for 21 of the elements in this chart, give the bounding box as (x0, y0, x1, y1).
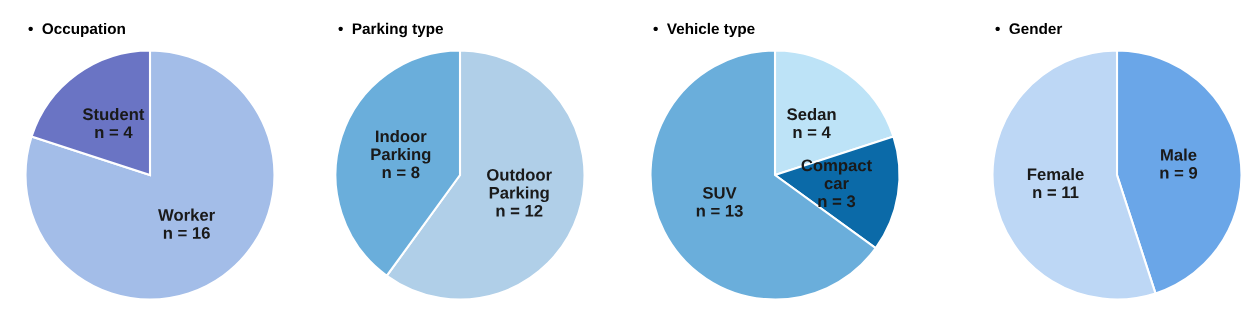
chart-title: • Vehicle type (653, 22, 755, 38)
data-label: n = 4 (95, 126, 133, 138)
data-label: n = 8 (382, 166, 420, 179)
chart-title: • Gender (995, 22, 1063, 35)
slice-label: Worker (158, 208, 215, 221)
slice-label: Compact car (801, 159, 872, 190)
data-label: n = 9 (1160, 166, 1198, 179)
slice-label: Female (1027, 167, 1084, 181)
slice-label: Male (1161, 148, 1197, 161)
data-label: n = 13 (696, 204, 743, 217)
slice-label: SUV (702, 186, 737, 199)
chart-title: • Occupation (28, 22, 125, 38)
data-label: n = 16 (163, 227, 210, 239)
data-label: n = 11 (1033, 186, 1079, 199)
data-label: n = 4 (793, 126, 831, 138)
data-label: n = 12 (496, 204, 543, 217)
slice-label: Sedan (787, 107, 836, 121)
pie-slice (24, 49, 276, 301)
chart-title: • Parking type (338, 22, 444, 38)
data-label: n = 3 (818, 195, 856, 208)
slice-label: Student (82, 107, 145, 121)
